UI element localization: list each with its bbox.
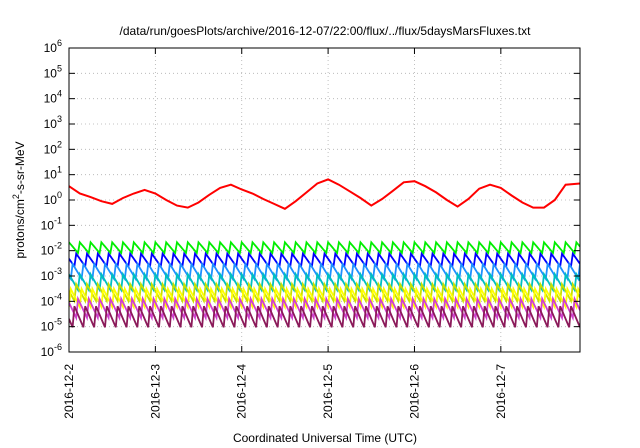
y-tick-label: 10-2	[41, 241, 62, 258]
y-tick-label: 10-4	[41, 291, 62, 308]
flux-series-line	[69, 281, 580, 305]
y-axis-label: protons/cm2-s-sr-MeV	[11, 141, 27, 258]
x-axis-label: Coordinated Universal Time (UTC)	[233, 431, 417, 445]
x-axis-ticks: 2016-12-2 2016-12-3 2016-12-4 2016-12-5 2016…	[62, 48, 508, 419]
y-tick-label: 100	[44, 190, 62, 207]
x-tick-label: 2016-12-7	[494, 364, 508, 419]
y-tick-label: 104	[44, 89, 62, 106]
flux-series-line	[69, 305, 580, 328]
flux-series-line	[69, 285, 580, 311]
y-tick-label: 10-6	[41, 342, 62, 359]
y-tick-label: 105	[44, 63, 62, 80]
x-tick-label: 2016-12-3	[148, 364, 162, 419]
x-tick-label: 2016-12-2	[62, 364, 76, 419]
y-tick-label: 106	[44, 38, 62, 55]
y-tick-label: 10-3	[41, 266, 62, 283]
x-tick-label: 2016-12-6	[407, 364, 421, 419]
red-flux-series-line	[69, 178, 580, 210]
y-tick-label: 103	[44, 114, 62, 131]
y-tick-label: 101	[44, 165, 62, 182]
y-axis-ticks: 10-6 10-5 10-4 10-3 10-2 10-1 100 101 102 103 104 1…	[41, 38, 580, 359]
y-tick-label: 102	[44, 139, 62, 156]
y-tick-label: 10-5	[41, 317, 62, 334]
x-tick-label: 2016-12-5	[321, 364, 335, 419]
y-tick-label: 10-1	[41, 215, 62, 232]
flux-series-line	[69, 251, 580, 269]
flux-series-line	[69, 261, 580, 282]
series-layer	[69, 178, 580, 328]
flux-series-line	[69, 240, 580, 255]
x-tick-label: 2016-12-4	[235, 364, 249, 419]
chart-title: /data/run/goesPlots/archive/2016-12-07/2…	[120, 24, 532, 38]
